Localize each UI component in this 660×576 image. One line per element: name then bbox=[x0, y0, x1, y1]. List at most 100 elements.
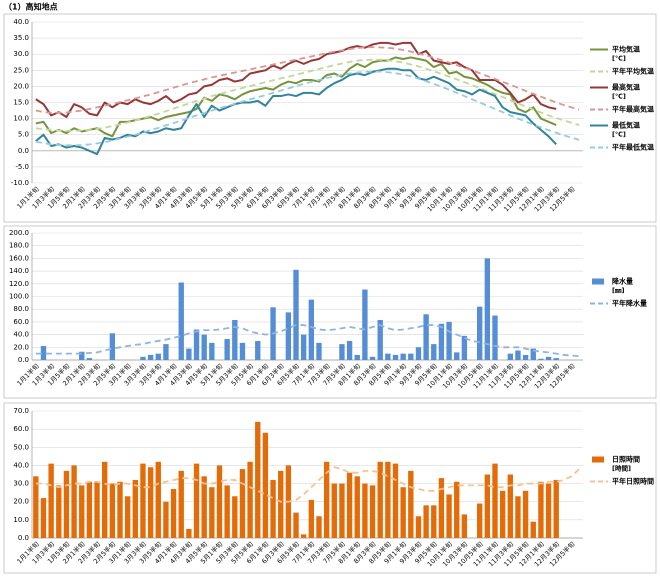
bar bbox=[63, 470, 70, 538]
y-tick-label: 40.0 bbox=[13, 461, 29, 469]
bar bbox=[392, 354, 399, 360]
bar bbox=[186, 348, 192, 360]
bar bbox=[209, 487, 215, 538]
bar bbox=[102, 461, 108, 538]
legend-label: 平年最低気温 bbox=[612, 143, 654, 152]
line bbox=[35, 56, 557, 138]
legend-label: 平年降水量 bbox=[612, 299, 647, 308]
bar bbox=[431, 344, 437, 360]
bar bbox=[507, 474, 513, 538]
bar bbox=[132, 479, 138, 538]
y-tick-label: 50.0 bbox=[13, 443, 29, 451]
bar bbox=[109, 333, 116, 360]
bar bbox=[178, 282, 184, 360]
bar bbox=[385, 353, 391, 360]
bar bbox=[354, 354, 360, 360]
y-tick-label: 70.0 bbox=[13, 407, 29, 415]
bar bbox=[538, 481, 544, 538]
bar bbox=[316, 516, 322, 538]
bar bbox=[216, 465, 223, 538]
bar bbox=[79, 485, 85, 538]
y-tick-label: -5.0 bbox=[15, 163, 29, 171]
y-tick-label: 100.0 bbox=[9, 293, 29, 301]
bar bbox=[530, 348, 536, 360]
y-tick-label: 120.0 bbox=[9, 280, 29, 288]
y-tick-label: 40.0 bbox=[13, 18, 29, 26]
bar bbox=[515, 496, 521, 538]
bar bbox=[209, 342, 215, 360]
bar bbox=[408, 353, 414, 360]
bar bbox=[247, 461, 253, 538]
bar bbox=[377, 319, 383, 360]
bar bbox=[477, 503, 483, 538]
bar bbox=[79, 351, 85, 360]
bar bbox=[515, 350, 521, 360]
y-tick-label: 30.0 bbox=[13, 50, 29, 58]
bar bbox=[40, 498, 47, 538]
bar bbox=[201, 476, 207, 538]
line bbox=[35, 46, 580, 114]
bar bbox=[193, 463, 200, 538]
bar bbox=[201, 334, 207, 360]
bar bbox=[293, 269, 299, 360]
bar bbox=[492, 315, 498, 360]
bar bbox=[255, 421, 261, 538]
bar bbox=[461, 335, 468, 360]
bar bbox=[300, 534, 307, 538]
bar bbox=[193, 329, 200, 360]
legend-unit: [℃] bbox=[612, 93, 626, 101]
y-tick-label: 60.0 bbox=[13, 318, 29, 326]
bar bbox=[385, 461, 391, 538]
legend-label: 日照時間 bbox=[612, 455, 640, 464]
legend-label: 最高気温 bbox=[612, 83, 640, 92]
bar bbox=[232, 319, 238, 360]
legend-label: 最低気温 bbox=[612, 121, 640, 130]
legend-label: 平均気温 bbox=[612, 45, 640, 54]
bar bbox=[461, 514, 468, 538]
bar bbox=[232, 496, 238, 538]
legend-label: 降水量 bbox=[612, 277, 633, 286]
bar bbox=[109, 483, 116, 538]
line bbox=[35, 58, 580, 132]
bar bbox=[545, 356, 552, 360]
bar bbox=[255, 340, 261, 360]
bar bbox=[431, 505, 437, 538]
bar bbox=[346, 340, 353, 360]
bar bbox=[178, 470, 184, 538]
bar bbox=[507, 353, 513, 360]
bar bbox=[293, 512, 299, 538]
line bbox=[35, 67, 557, 156]
bar bbox=[545, 483, 552, 538]
legend-label: 平年平均気温 bbox=[612, 67, 654, 76]
y-tick-label: 30.0 bbox=[13, 480, 29, 488]
bar bbox=[155, 461, 161, 538]
bar bbox=[163, 344, 169, 360]
bar bbox=[270, 479, 276, 538]
y-tick-label: 60.0 bbox=[13, 425, 29, 433]
bar bbox=[300, 334, 307, 360]
bar bbox=[438, 478, 445, 538]
bar bbox=[224, 339, 230, 360]
y-tick-label: 20.0 bbox=[13, 343, 29, 351]
page-title: （1）高知地点 bbox=[4, 2, 58, 12]
bar bbox=[530, 521, 536, 538]
bar bbox=[71, 465, 77, 538]
bar bbox=[415, 516, 422, 538]
legend-unit: [℃] bbox=[612, 131, 626, 139]
bar bbox=[285, 312, 292, 360]
bar bbox=[553, 358, 559, 360]
bar bbox=[224, 485, 230, 538]
bar bbox=[369, 356, 376, 360]
bar bbox=[239, 469, 246, 538]
y-tick-label: 5.0 bbox=[18, 131, 29, 139]
bar bbox=[446, 494, 452, 538]
y-tick-label: 0.0 bbox=[18, 356, 29, 364]
bar bbox=[40, 346, 47, 360]
legend-label: 平年最高気温 bbox=[612, 105, 654, 114]
bar bbox=[186, 528, 192, 538]
bar bbox=[86, 481, 93, 538]
bar bbox=[354, 476, 360, 538]
y-tick-label: 15.0 bbox=[13, 99, 29, 107]
bar bbox=[239, 342, 246, 360]
bar bbox=[170, 489, 177, 538]
